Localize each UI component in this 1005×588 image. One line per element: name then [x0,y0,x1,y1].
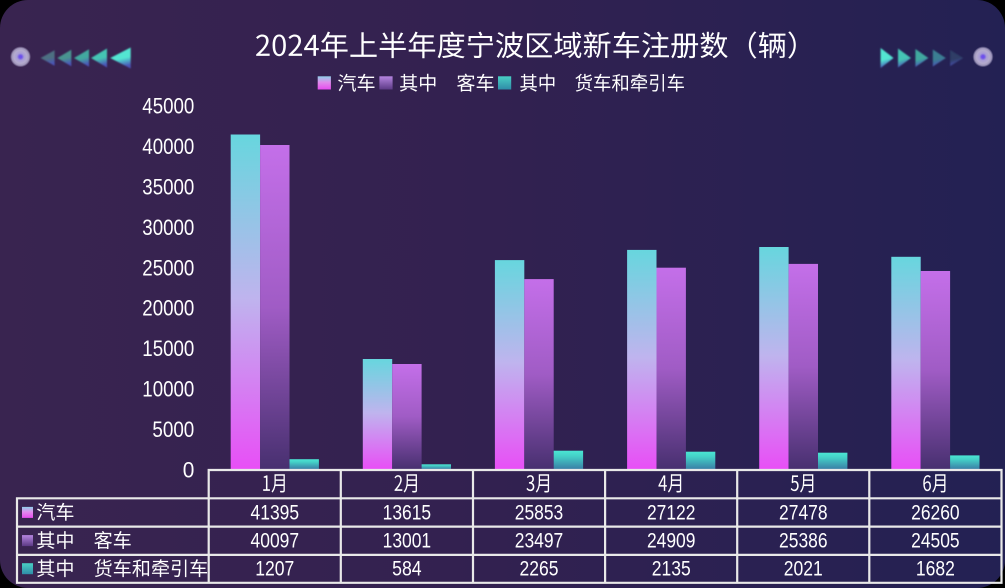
svg-text:13001: 13001 [383,530,432,553]
svg-text:24909: 24909 [647,530,696,553]
svg-text:25000: 25000 [142,255,194,280]
svg-text:24505: 24505 [911,530,960,553]
svg-text:40000: 40000 [142,134,194,159]
svg-text:0: 0 [183,457,195,482]
svg-text:41395: 41395 [251,501,300,524]
svg-text:40097: 40097 [251,530,300,553]
svg-text:25853: 25853 [515,501,564,524]
svg-text:23497: 23497 [515,530,564,553]
svg-text:2135: 2135 [652,558,691,581]
svg-text:584: 584 [392,558,422,581]
svg-text:30000: 30000 [142,215,194,240]
svg-text:35000: 35000 [142,175,194,200]
svg-text:45000: 45000 [142,94,194,119]
svg-text:5000: 5000 [152,417,194,442]
svg-text:25386: 25386 [779,530,828,553]
svg-text:26260: 26260 [911,501,960,524]
svg-text:2021: 2021 [784,558,823,581]
svg-text:27122: 27122 [647,501,696,524]
svg-text:27478: 27478 [779,501,828,524]
svg-text:10000: 10000 [142,377,194,402]
svg-text:15000: 15000 [142,336,194,361]
svg-text:1207: 1207 [255,558,294,581]
svg-text:13615: 13615 [383,501,432,524]
svg-text:2265: 2265 [520,558,559,581]
svg-text:1682: 1682 [916,558,955,581]
svg-text:20000: 20000 [142,296,194,321]
